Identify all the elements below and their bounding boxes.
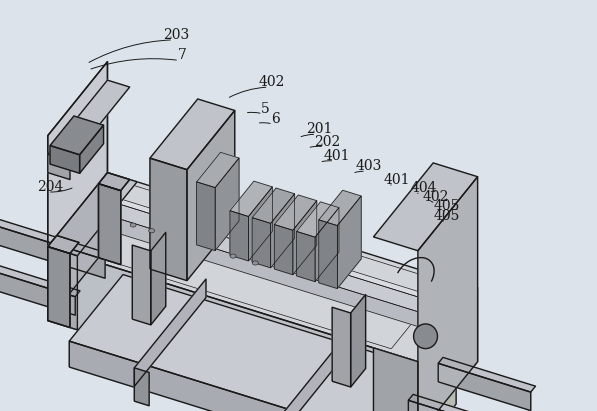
Text: 402: 402 bbox=[423, 190, 449, 204]
Polygon shape bbox=[50, 116, 103, 155]
Polygon shape bbox=[230, 181, 272, 217]
Text: 202: 202 bbox=[314, 135, 340, 149]
Polygon shape bbox=[99, 173, 130, 191]
Circle shape bbox=[253, 261, 259, 265]
Polygon shape bbox=[337, 196, 361, 289]
Ellipse shape bbox=[414, 324, 438, 349]
Polygon shape bbox=[319, 190, 361, 226]
Circle shape bbox=[149, 229, 155, 233]
Text: 6: 6 bbox=[272, 112, 280, 126]
Polygon shape bbox=[48, 236, 79, 254]
Polygon shape bbox=[99, 173, 130, 191]
Polygon shape bbox=[196, 152, 239, 188]
Polygon shape bbox=[293, 201, 317, 275]
Text: 5: 5 bbox=[261, 102, 270, 116]
Polygon shape bbox=[99, 184, 121, 265]
Polygon shape bbox=[150, 158, 187, 281]
Polygon shape bbox=[418, 288, 478, 411]
Polygon shape bbox=[0, 262, 75, 315]
Polygon shape bbox=[70, 204, 441, 334]
Polygon shape bbox=[408, 395, 506, 411]
Polygon shape bbox=[408, 400, 501, 411]
Polygon shape bbox=[252, 218, 270, 268]
Polygon shape bbox=[215, 158, 239, 251]
Text: 203: 203 bbox=[163, 28, 189, 42]
Text: 405: 405 bbox=[433, 199, 460, 213]
Polygon shape bbox=[48, 247, 78, 330]
Polygon shape bbox=[0, 225, 105, 278]
Polygon shape bbox=[230, 211, 248, 261]
Polygon shape bbox=[0, 256, 80, 297]
Polygon shape bbox=[48, 80, 130, 161]
Polygon shape bbox=[438, 358, 536, 392]
Text: 402: 402 bbox=[259, 75, 285, 89]
Polygon shape bbox=[187, 111, 235, 281]
Polygon shape bbox=[48, 173, 137, 256]
Polygon shape bbox=[374, 348, 418, 411]
Text: 403: 403 bbox=[356, 159, 382, 173]
Polygon shape bbox=[402, 378, 456, 411]
Polygon shape bbox=[0, 219, 110, 260]
Polygon shape bbox=[151, 232, 166, 325]
Polygon shape bbox=[438, 363, 531, 411]
Text: 401: 401 bbox=[324, 149, 350, 163]
Polygon shape bbox=[282, 325, 354, 411]
Polygon shape bbox=[297, 202, 339, 237]
Circle shape bbox=[130, 223, 136, 227]
Text: 405: 405 bbox=[433, 209, 460, 223]
Polygon shape bbox=[48, 62, 107, 247]
Polygon shape bbox=[48, 247, 70, 328]
Polygon shape bbox=[133, 245, 151, 325]
Polygon shape bbox=[70, 189, 441, 319]
Circle shape bbox=[230, 254, 236, 258]
Polygon shape bbox=[70, 185, 444, 304]
Text: 7: 7 bbox=[178, 48, 186, 62]
Polygon shape bbox=[150, 99, 235, 170]
Polygon shape bbox=[350, 295, 365, 387]
Polygon shape bbox=[315, 208, 339, 282]
Polygon shape bbox=[69, 275, 456, 411]
Polygon shape bbox=[248, 187, 272, 261]
Text: 204: 204 bbox=[38, 180, 64, 194]
Polygon shape bbox=[48, 247, 70, 328]
Polygon shape bbox=[48, 247, 418, 411]
Polygon shape bbox=[374, 163, 478, 251]
Text: 401: 401 bbox=[384, 173, 410, 187]
Polygon shape bbox=[319, 220, 337, 289]
Polygon shape bbox=[275, 195, 317, 230]
Text: 201: 201 bbox=[306, 122, 333, 136]
Polygon shape bbox=[99, 184, 121, 265]
Polygon shape bbox=[48, 62, 107, 321]
Polygon shape bbox=[48, 154, 70, 180]
Polygon shape bbox=[134, 368, 149, 406]
Polygon shape bbox=[297, 231, 315, 282]
Polygon shape bbox=[48, 236, 79, 254]
Polygon shape bbox=[270, 194, 294, 268]
Polygon shape bbox=[418, 177, 478, 411]
Polygon shape bbox=[196, 182, 215, 251]
Polygon shape bbox=[275, 224, 293, 275]
Text: 404: 404 bbox=[411, 181, 437, 195]
Polygon shape bbox=[252, 188, 294, 224]
Polygon shape bbox=[50, 145, 79, 173]
Polygon shape bbox=[332, 307, 350, 387]
Polygon shape bbox=[48, 173, 478, 362]
Polygon shape bbox=[79, 125, 103, 173]
Polygon shape bbox=[134, 279, 206, 386]
Polygon shape bbox=[69, 341, 402, 411]
